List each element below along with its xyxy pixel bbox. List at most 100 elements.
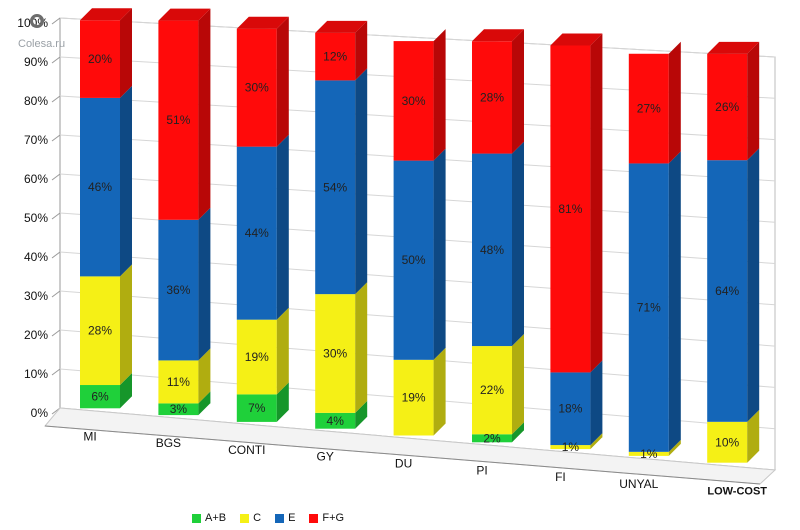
bar-side [433,148,446,360]
data-label: 26% [715,100,739,114]
bar-front [550,45,591,373]
bar-side [120,85,132,277]
bar-bgs [158,8,211,416]
x-category-label: LOW-COST [707,486,767,498]
data-label: 12% [323,50,347,64]
bar-segment [628,151,681,452]
data-label: 30% [402,94,426,108]
bar-side [668,151,681,452]
data-label: 7% [248,401,266,415]
bar-side [120,8,132,98]
legend-item: E [275,512,295,524]
legend-swatch [240,513,250,523]
data-label: 1% [562,440,580,454]
data-label: 11% [167,375,190,389]
bar-segment [472,422,524,443]
bar-mi [80,8,132,409]
bar-segment [628,41,681,164]
bar-front [80,276,120,386]
y-tick-label: 60% [24,172,48,186]
bar-side [276,382,289,422]
bar-side [198,8,211,220]
data-label: 44% [245,226,269,240]
bar-front [628,163,669,452]
bar-side [355,68,368,295]
bar-front [236,146,277,320]
bar-segment [236,307,289,395]
data-label: 1% [640,447,658,461]
data-label: 64% [715,284,739,298]
bar-front [158,360,199,404]
bar-top [315,20,368,33]
bar-segment [472,29,524,154]
bar-side [276,16,289,147]
bar-side [198,348,211,404]
legend-swatch [309,513,319,523]
data-label: 20% [88,52,112,66]
data-label: 10% [715,435,739,449]
bar-side [512,141,524,347]
bar-side [512,422,524,443]
bar-front [80,385,120,409]
bar-segment [236,382,289,422]
data-label: 6% [91,390,109,404]
y-tick-mark [51,212,61,220]
legend-label: F+G [322,512,345,524]
bar-segment [315,68,368,295]
x-category-label: PI [476,463,487,477]
legend-label: A+B [205,512,227,524]
bar-segment [707,41,760,161]
bar-top [236,16,289,29]
bar-front [158,403,199,416]
bar-side [512,334,524,435]
bar-front [80,20,120,98]
bar-front [393,41,434,161]
bar-front [707,53,748,161]
bar-front [393,160,434,360]
bar-side [433,29,446,161]
bar-segment [315,20,368,81]
bar-front [236,319,277,395]
bar-side [276,134,289,320]
data-label: 54% [323,180,347,194]
bar-front [550,445,591,450]
bar-side [433,347,446,436]
bar-front [628,53,669,164]
bar-conti [236,16,289,422]
data-label: 3% [170,402,188,416]
bar-segment [80,85,132,277]
bar-unyal [628,41,681,456]
data-label: 19% [245,350,269,364]
bar-front [707,160,748,422]
data-label: 28% [88,324,112,338]
bar-du [393,29,446,436]
bar-front [315,32,356,81]
bar-side [747,409,760,463]
legend-item: F+G [309,512,344,524]
bar-segment [393,148,446,360]
bar-front [472,153,512,347]
bar-side [512,29,524,154]
bar-segment [472,334,524,435]
bars [80,8,760,463]
y-tick-mark [51,251,61,259]
bar-segment [628,439,681,456]
bar-segment [393,347,446,436]
bar-top [158,8,211,21]
legend-item: A+B [192,512,226,524]
data-label: 71% [637,301,661,315]
y-tick-mark [51,95,61,103]
bar-segment [80,264,132,386]
bar-side [590,360,603,446]
y-tick-label: 30% [24,289,48,303]
legend-swatch [192,513,201,523]
y-tick-label: 20% [24,328,48,342]
data-label: 48% [480,243,504,257]
bar-segment [472,141,524,347]
bar-top [550,33,603,46]
bar-front [628,451,669,456]
watermark-text: Colesa.ru [18,38,66,50]
y-tick-mark [51,329,61,337]
y-tick-mark [51,290,61,298]
